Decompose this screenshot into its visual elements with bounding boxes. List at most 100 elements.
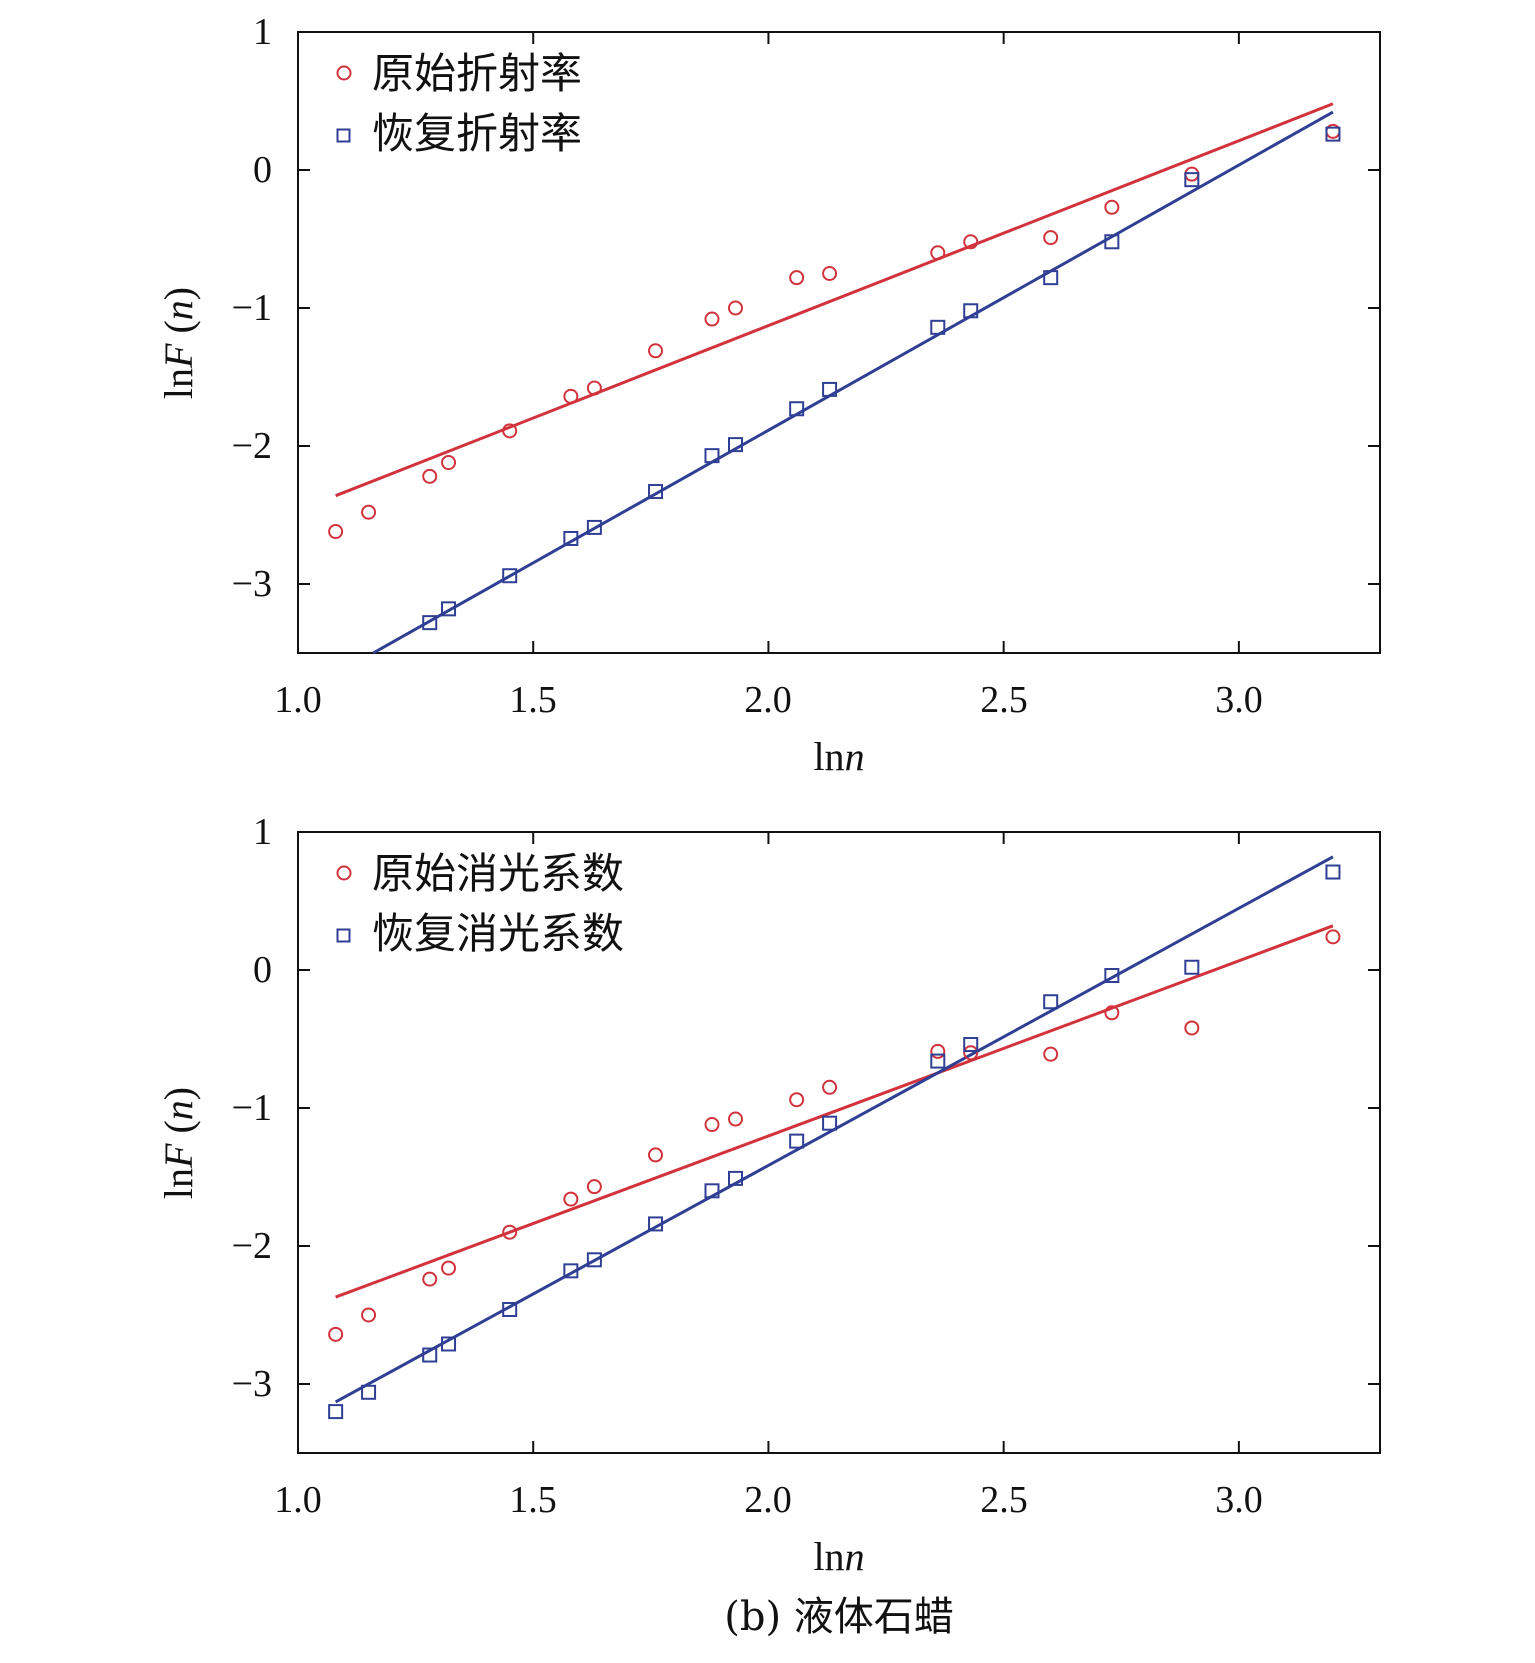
data-point-square [1104, 234, 1120, 250]
data-point-square [422, 615, 438, 631]
data-point-circle [822, 266, 838, 281]
y-tick-label: −3 [232, 563, 272, 605]
data-point-square [563, 1263, 579, 1279]
data-point-square [586, 1252, 602, 1268]
data-point-circle [963, 234, 979, 250]
x-tick-label: 1.0 [274, 1479, 322, 1521]
y-axis-title: lnF (n) [156, 287, 201, 399]
legend-label: 恢复消光系数 [372, 909, 624, 958]
plot-frame [297, 831, 1381, 1454]
data-point-circle [789, 1092, 805, 1108]
data-point-square [704, 448, 720, 464]
data-point-circle [563, 388, 579, 404]
fit-line [372, 110, 1334, 655]
x-axis-title: lnn [813, 734, 864, 779]
x-tick-label: 3.0 [1215, 679, 1263, 721]
data-point-circle [328, 524, 344, 540]
data-point-square [441, 1336, 457, 1352]
chart-panel-top: 1 0 −1 −2 −3 1.0 1.5 2.0 2.5 3.0 lnn lnF… [156, 11, 1381, 779]
data-point-square [728, 437, 744, 453]
data-point-circle [1104, 1005, 1120, 1021]
legend-circle-marker [336, 65, 352, 81]
data-point-square [1104, 968, 1120, 984]
y-tick-label: −3 [232, 1363, 272, 1405]
data-point-circle [502, 423, 518, 439]
data-point-square [728, 1170, 744, 1186]
data-point-square [1325, 126, 1341, 142]
fit-line [335, 924, 1334, 1299]
x-tick-label: 1.5 [509, 1479, 557, 1521]
axis-ticks [297, 31, 1380, 653]
data-point-square [502, 1301, 518, 1317]
x-tick-label: 1.5 [509, 679, 557, 721]
data-point-square [502, 568, 518, 584]
data-point-circle [728, 1111, 744, 1127]
data-point-square [789, 1133, 805, 1149]
y-tick-labels: 1 0 −1 −2 −3 [232, 811, 272, 1405]
data-point-square [1325, 864, 1341, 880]
data-point-circle [586, 380, 602, 396]
fit-line [335, 102, 1334, 498]
legend: 原始折射率 恢复折射率 [336, 49, 582, 158]
data-point-circle [648, 343, 664, 359]
y-tick-labels: 1 0 −1 −2 −3 [232, 11, 272, 605]
y-tick-label: −1 [232, 287, 272, 329]
data-point-square [704, 1183, 720, 1199]
legend-label: 恢复折射率 [372, 109, 582, 158]
data-point-square [963, 1037, 979, 1053]
data-point-circle [704, 1117, 720, 1133]
data-point-square [822, 1115, 838, 1131]
x-axis-title: lnn [813, 1534, 864, 1579]
y-tick-label: 0 [253, 949, 272, 991]
data-point-square [586, 519, 602, 535]
data-point-square [930, 319, 946, 335]
x-tick-label: 2.0 [744, 1479, 792, 1521]
data-point-square [1043, 270, 1059, 286]
y-tick-label: 1 [253, 811, 272, 853]
x-tick-labels: 1.0 1.5 2.0 2.5 3.0 [274, 1479, 1263, 1521]
data-point-circle [1184, 1020, 1200, 1036]
data-point-circle [930, 1043, 946, 1059]
legend-square-marker [336, 128, 351, 143]
legend-label: 原始折射率 [372, 49, 582, 98]
x-tick-labels: 1.0 1.5 2.0 2.5 3.0 [274, 679, 1263, 721]
data-point-square [422, 1347, 438, 1363]
data-point-circle [502, 1224, 518, 1240]
data-point-circle [422, 1271, 438, 1287]
data-point-square [1043, 994, 1059, 1010]
data-point-square [963, 303, 979, 319]
data-point-circle [361, 1307, 377, 1323]
y-axis-title: lnF (n) [156, 1087, 201, 1199]
legend-label: 原始消光系数 [372, 849, 624, 898]
y-tick-label: 0 [253, 149, 272, 191]
x-tick-label: 2.0 [744, 679, 792, 721]
data-point-circle [728, 300, 744, 316]
data-point-square [441, 601, 457, 617]
data-point-square [361, 1384, 377, 1400]
y-tick-label: −2 [232, 425, 272, 467]
data-point-square [648, 484, 664, 500]
data-markers [328, 864, 1341, 1420]
data-point-circle [441, 1260, 457, 1276]
data-point-circle [1104, 199, 1120, 215]
data-point-circle [1325, 929, 1341, 945]
data-markers [328, 123, 1341, 631]
x-tick-label: 3.0 [1215, 1479, 1263, 1521]
data-point-circle [822, 1079, 838, 1095]
data-point-circle [648, 1147, 664, 1163]
legend: 原始消光系数 恢复消光系数 [336, 849, 624, 958]
fit-lines [335, 102, 1334, 655]
legend-square-marker [336, 928, 351, 943]
data-point-square [1184, 959, 1200, 975]
data-point-circle [1043, 230, 1059, 246]
data-point-circle [1043, 1046, 1059, 1062]
data-point-square [648, 1216, 664, 1232]
data-point-circle [328, 1326, 344, 1342]
data-point-circle [441, 455, 457, 471]
data-point-circle [586, 1179, 602, 1195]
data-point-square [563, 530, 579, 546]
y-tick-label: −1 [232, 1087, 272, 1129]
data-point-square [328, 1404, 344, 1420]
data-point-square [822, 381, 838, 397]
